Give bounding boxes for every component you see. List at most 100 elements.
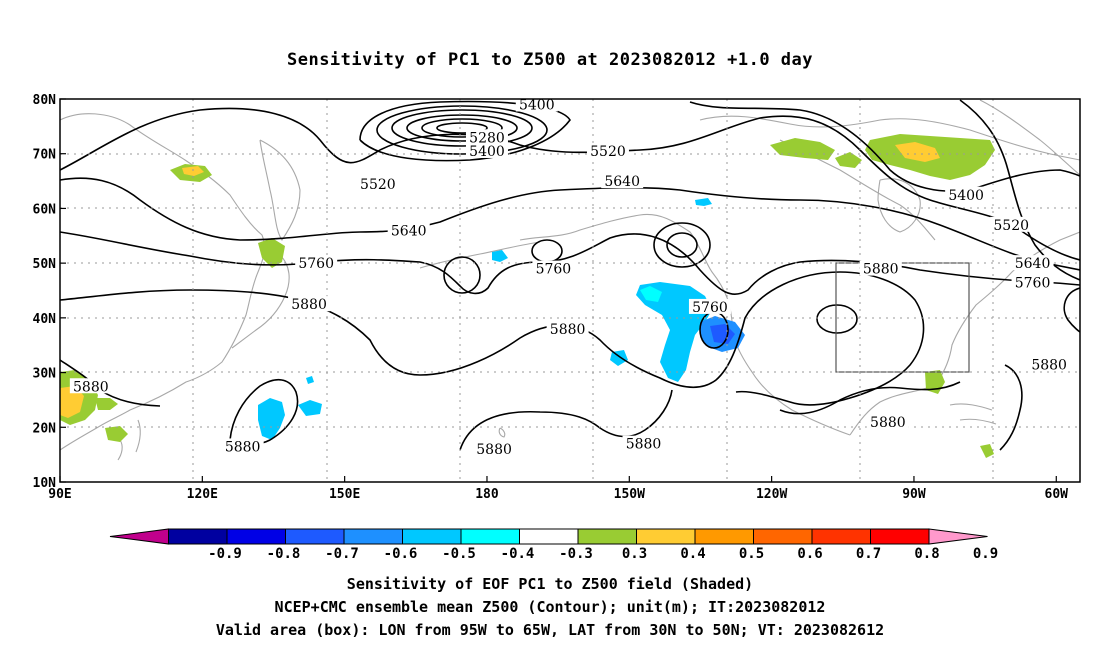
contour-label-bg xyxy=(295,255,338,271)
chart-title: Sensitivity of PC1 to Z500 at 2023082012… xyxy=(286,50,813,70)
contour-label: 5640 xyxy=(604,174,640,190)
contour-label: 5880 xyxy=(550,322,586,338)
colorbar-segment xyxy=(168,528,228,545)
footer-line-1: Sensitivity of EOF PC1 to Z500 field (Sh… xyxy=(346,575,754,593)
contour-label: 5880 xyxy=(626,437,662,453)
contour-label: 5880 xyxy=(870,415,906,431)
y-tick-label: 40N xyxy=(33,312,57,327)
contour-label: 5880 xyxy=(476,442,512,458)
x-tick-label: 90E xyxy=(48,487,71,502)
contour-label: 5760 xyxy=(1015,275,1051,291)
contour-label-bg xyxy=(465,142,508,158)
colorbar-segment xyxy=(460,528,520,545)
contour-label: 5760 xyxy=(298,256,334,272)
colorbar-segment xyxy=(343,528,403,545)
y-tick-label: 70N xyxy=(33,148,57,163)
colorbar-label: 0.9 xyxy=(973,546,998,562)
contour-label: 5280 xyxy=(469,130,505,146)
colorbar-segment xyxy=(402,528,462,545)
contour-label-bg xyxy=(546,320,589,336)
valid-area-box xyxy=(835,262,970,373)
contour-label-bg xyxy=(515,96,558,112)
footer-line-3: Valid area (box): LON from 95W to 65W, L… xyxy=(215,621,885,639)
contour-label-bg xyxy=(69,378,112,394)
contour-label-bg xyxy=(221,438,264,454)
contour-label: 5880 xyxy=(225,439,261,455)
colorbar-segment xyxy=(870,528,930,545)
contour-label: 5880 xyxy=(1031,357,1067,373)
x-tick-label: 180 xyxy=(475,487,499,502)
y-axis-ticks: 10N 20N 30N 40N 50N 60N 70N 80N xyxy=(33,93,66,491)
contour-label-bg xyxy=(601,173,644,189)
colorbar-segment xyxy=(753,528,813,545)
x-tick-label: 150W xyxy=(614,487,645,502)
contour-label-bg xyxy=(859,260,902,276)
y-tick-label: 50N xyxy=(33,257,57,272)
x-tick-label: 90W xyxy=(902,487,926,502)
contour-label: 5400 xyxy=(519,97,555,113)
y-tick-label: 60N xyxy=(33,202,57,217)
colorbar-label: 0.3 xyxy=(622,546,647,562)
x-tick-label: 120W xyxy=(756,487,787,502)
x-axis-ticks: 90E 120E 150E 180 150W 120W 90W 60W xyxy=(48,476,1068,502)
contour-label: 5400 xyxy=(948,188,984,204)
colorbar-label: 0.7 xyxy=(856,546,881,562)
contour-label: 5880 xyxy=(73,379,109,395)
contour-label-bg xyxy=(1028,356,1071,372)
contour-label-bg xyxy=(990,216,1033,232)
colorbar-label: -0.7 xyxy=(325,546,359,562)
contour-label-bg xyxy=(356,175,399,191)
colorbar-label: -0.4 xyxy=(501,546,535,562)
contour-label-bg xyxy=(473,441,516,457)
x-tick-label: 150E xyxy=(329,487,360,502)
colorbar-segment xyxy=(694,528,754,545)
contour-label: 5400 xyxy=(469,144,505,160)
colorbar-triangle-left xyxy=(109,528,169,545)
contour-label: 5760 xyxy=(692,300,728,316)
colorbar-triangle-right xyxy=(928,528,988,545)
contour-label-bg xyxy=(288,296,331,312)
x-tick-label: 60W xyxy=(1045,487,1069,502)
contour-label-bg xyxy=(1011,274,1054,290)
y-tick-label: 20N xyxy=(33,421,57,436)
map-frame xyxy=(59,98,1081,483)
footer-line-2: NCEP+CMC ensemble mean Z500 (Contour); u… xyxy=(274,598,826,616)
contour-label-bg xyxy=(586,142,629,158)
colorbar-label: -0.3 xyxy=(559,546,593,562)
colorbar-segment xyxy=(226,528,286,545)
x-tick-label: 120E xyxy=(187,487,218,502)
colorbar-segment xyxy=(285,528,345,545)
contour-label: 5760 xyxy=(536,262,572,278)
contour-label: 5640 xyxy=(391,223,427,239)
contour-label-bg xyxy=(688,298,731,314)
colorbar-label: 0.6 xyxy=(797,546,822,562)
colorbar-label: -0.8 xyxy=(267,546,301,562)
contour-label: 5880 xyxy=(863,262,899,278)
contour-label: 5520 xyxy=(590,144,626,160)
colorbar-label: 0.5 xyxy=(739,546,764,562)
contour-label: 5520 xyxy=(360,177,396,193)
colorbar-segment xyxy=(811,528,871,545)
contour-label-bg xyxy=(945,186,988,202)
colorbar-segment xyxy=(519,528,579,545)
colorbar-label: 0.4 xyxy=(680,546,705,562)
contour-label-bg xyxy=(866,413,909,429)
colorbar-label: 0.8 xyxy=(914,546,939,562)
y-tick-label: 30N xyxy=(33,367,57,382)
contour-label-bg xyxy=(622,435,665,451)
colorbar-segment xyxy=(636,528,696,545)
colorbar-label: -0.5 xyxy=(442,546,476,562)
sensitivity-shading xyxy=(60,134,995,458)
y-tick-label: 10N xyxy=(33,476,57,491)
contour-label: 5520 xyxy=(993,218,1029,234)
y-tick-label: 80N xyxy=(33,93,57,108)
colorbar-label: -0.6 xyxy=(384,546,418,562)
contour-label-bg xyxy=(387,222,430,238)
contour-label: 5880 xyxy=(291,297,327,313)
colorbar-segment xyxy=(577,528,637,545)
contour-label-bg xyxy=(1011,255,1054,271)
colorbar-label: -0.9 xyxy=(208,546,242,562)
contour-label: 5640 xyxy=(1015,256,1051,272)
